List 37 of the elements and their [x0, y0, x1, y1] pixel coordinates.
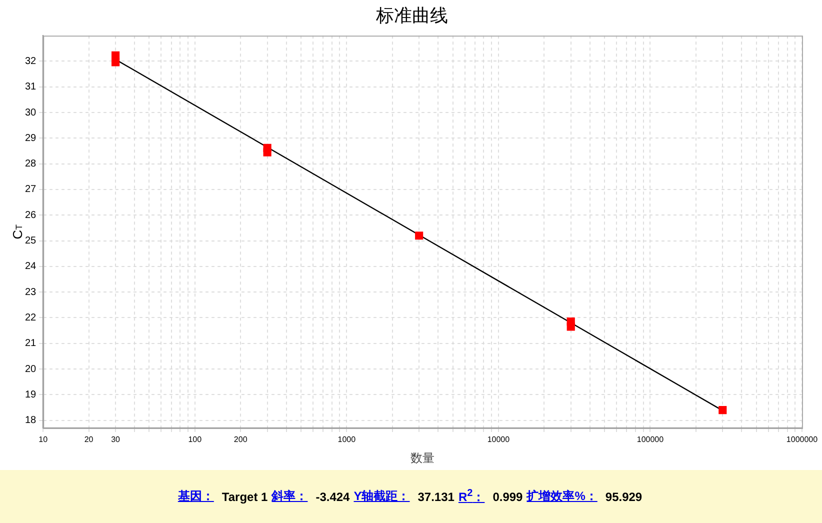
text: 斜率：	[272, 488, 308, 505]
y-tick-label: 28	[25, 158, 37, 170]
y-tick-label: 23	[25, 286, 37, 298]
y-tick-label: 31	[25, 82, 37, 93]
y-tick-label: 21	[25, 338, 37, 350]
y-axis-title: CT	[10, 224, 25, 240]
y-tick-label: 30	[25, 107, 37, 118]
x-tick-label: 1000	[338, 435, 356, 444]
x-tick-label: 20	[84, 435, 94, 444]
y-tick-label: 29	[25, 132, 37, 144]
text: 95.929	[605, 490, 642, 504]
y-tick-label: 19	[25, 389, 37, 400]
text: -3.424	[316, 490, 350, 504]
x-tick-label: 100	[188, 435, 202, 444]
y-tick-label: 25	[25, 236, 37, 247]
text: 扩增效率%：	[526, 488, 598, 505]
x-tick-label: 1000000	[786, 435, 818, 444]
x-tick-label: 200	[234, 435, 248, 444]
y-tick-label: 20	[25, 364, 37, 375]
x-tick-label: 10	[38, 435, 48, 444]
text: Y轴截距：	[354, 488, 410, 505]
text: 37.131	[418, 490, 454, 504]
text: Target 1	[222, 490, 268, 504]
y-tick-label: 22	[25, 312, 37, 324]
x-axis-title: 数量	[410, 450, 435, 465]
text: R$^{2}$：	[458, 488, 485, 506]
y-tick-label: 27	[25, 184, 37, 196]
y-tick-label: 24	[25, 261, 37, 272]
text: 0.999	[492, 490, 523, 504]
chart-title: 标准曲线	[375, 5, 448, 26]
y-tick-label: 18	[25, 415, 37, 426]
y-tick-label: 32	[25, 56, 37, 67]
x-tick-label: 30	[111, 435, 121, 444]
x-tick-label: 10000	[487, 435, 510, 444]
text: 基因：	[178, 488, 214, 505]
x-tick-label: 100000	[636, 435, 664, 444]
y-tick-label: 26	[25, 210, 37, 221]
